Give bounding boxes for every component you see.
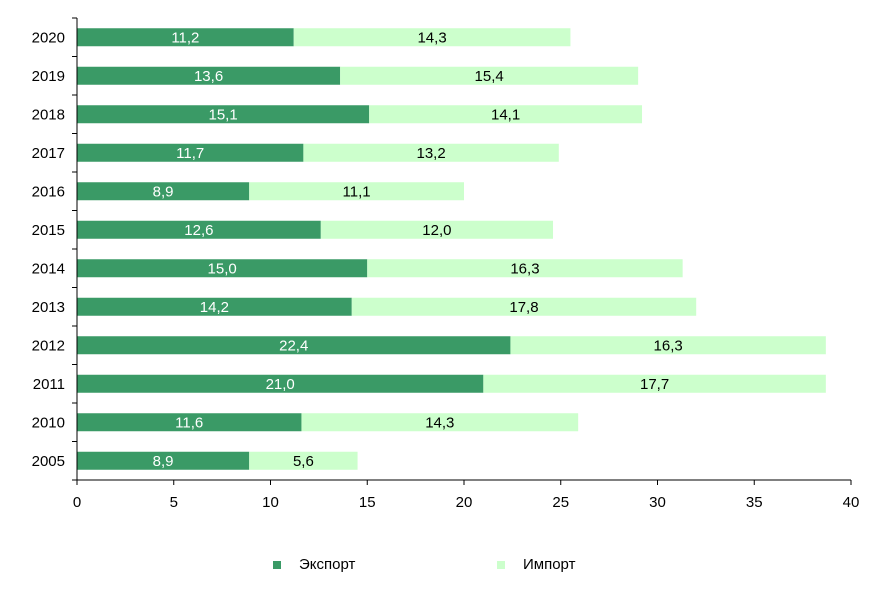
legend-swatch-import xyxy=(497,560,505,569)
y-tick-label-2017: 2017 xyxy=(32,145,65,162)
data-label-import-2017: 13,2 xyxy=(417,145,446,162)
bar-export-2011 xyxy=(77,374,484,393)
bar-import-2016 xyxy=(249,182,464,201)
data-label-import-2015: 12,0 xyxy=(422,222,451,239)
bar-export-2018 xyxy=(77,105,370,124)
data-label-export-2010: 11,6 xyxy=(175,414,203,431)
legend-label-import: Импорт xyxy=(523,556,576,573)
bar-export-2005 xyxy=(77,451,250,470)
bar-import-2012 xyxy=(510,336,826,355)
bar-export-2015 xyxy=(77,220,321,239)
bar-export-2010 xyxy=(77,413,302,432)
legend-label-export: Экспорт xyxy=(299,556,356,573)
bar-import-2013 xyxy=(351,297,697,316)
data-label-import-2016: 11,1 xyxy=(343,183,371,200)
legend-item-export: Экспорт xyxy=(273,556,355,573)
legend-swatch-export xyxy=(273,560,281,569)
y-tick-label-2016: 2016 xyxy=(32,183,65,200)
legend-item-import: Импорт xyxy=(497,556,575,573)
bar-import-2017 xyxy=(303,143,559,162)
y-tick-label-2014: 2014 xyxy=(32,260,65,277)
bar-import-2005 xyxy=(249,451,358,470)
y-tick-label-2018: 2018 xyxy=(32,106,65,123)
x-tick-label-0: 0 xyxy=(73,494,81,511)
data-label-import-2019: 15,4 xyxy=(475,68,504,85)
x-tick-label-35: 35 xyxy=(746,494,763,511)
data-label-export-2012: 22,4 xyxy=(279,337,308,354)
data-label-export-2005: 8,9 xyxy=(153,453,174,470)
bar-import-2020 xyxy=(293,28,571,47)
chart-legend: Экспорт Импорт xyxy=(0,556,873,580)
bar-import-2010 xyxy=(301,413,579,432)
x-tick-label-10: 10 xyxy=(262,494,279,511)
bar-import-2018 xyxy=(369,105,643,124)
data-label-import-2005: 5,6 xyxy=(293,453,314,470)
data-label-export-2015: 12,6 xyxy=(184,222,213,239)
x-tick-label-25: 25 xyxy=(552,494,569,511)
data-label-export-2011: 21,0 xyxy=(266,376,295,393)
y-tick-label-2020: 2020 xyxy=(32,29,65,46)
data-label-import-2013: 17,8 xyxy=(509,299,538,316)
data-label-export-2014: 15,0 xyxy=(208,260,237,277)
bar-export-2012 xyxy=(77,336,511,355)
y-tick-label-2011: 2011 xyxy=(33,376,65,393)
data-label-export-2016: 8,9 xyxy=(153,183,174,200)
y-tick-label-2019: 2019 xyxy=(32,68,65,85)
y-tick-label-2013: 2013 xyxy=(32,299,65,316)
data-label-import-2012: 16,3 xyxy=(654,337,683,354)
data-label-export-2013: 14,2 xyxy=(200,299,229,316)
y-tick-label-2012: 2012 xyxy=(32,337,65,354)
data-label-export-2017: 11,7 xyxy=(176,145,204,162)
data-label-export-2019: 13,6 xyxy=(194,68,223,85)
x-tick-label-40: 40 xyxy=(843,494,860,511)
data-label-import-2011: 17,7 xyxy=(640,376,669,393)
y-tick-label-2010: 2010 xyxy=(32,414,65,431)
data-label-import-2014: 16,3 xyxy=(510,260,539,277)
bar-export-2013 xyxy=(77,297,352,316)
data-label-import-2010: 14,3 xyxy=(425,414,454,431)
data-label-export-2020: 11,2 xyxy=(171,29,199,46)
x-tick-label-5: 5 xyxy=(170,494,178,511)
bar-import-2014 xyxy=(367,259,683,278)
bar-import-2019 xyxy=(340,66,639,85)
x-tick-label-15: 15 xyxy=(359,494,376,511)
bar-import-2011 xyxy=(483,374,826,393)
x-tick-label-30: 30 xyxy=(649,494,666,511)
data-label-export-2018: 15,1 xyxy=(208,106,237,123)
bar-export-2014 xyxy=(77,259,368,278)
x-tick-label-20: 20 xyxy=(456,494,473,511)
bar-import-2015 xyxy=(320,220,554,239)
bar-export-2016 xyxy=(77,182,250,201)
y-tick-label-2005: 2005 xyxy=(32,453,65,470)
data-label-import-2018: 14,1 xyxy=(491,106,520,123)
y-tick-label-2015: 2015 xyxy=(32,222,65,239)
bar-export-2019 xyxy=(77,66,341,85)
bar-export-2017 xyxy=(77,143,304,162)
bar-export-2020 xyxy=(77,28,294,47)
data-label-import-2020: 14,3 xyxy=(417,29,446,46)
